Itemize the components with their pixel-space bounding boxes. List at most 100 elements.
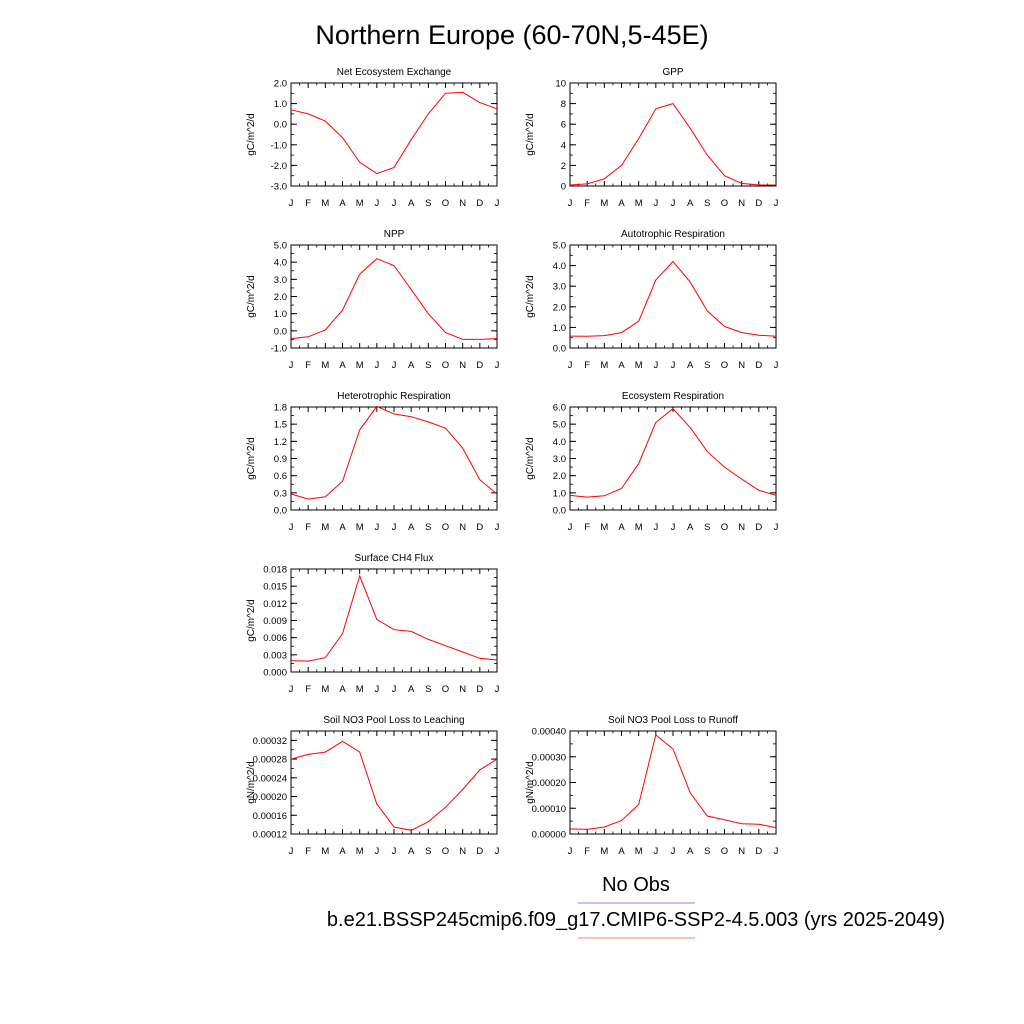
x-tick-label: M bbox=[321, 684, 329, 695]
plot-frame bbox=[569, 406, 777, 511]
y-tick-label: 0.00028 bbox=[253, 755, 287, 766]
x-tick-label: J bbox=[774, 846, 779, 857]
x-tick-label: D bbox=[476, 198, 483, 209]
x-tick-label: N bbox=[738, 522, 745, 533]
x-tick-label: O bbox=[721, 846, 728, 857]
y-axis-label: gC/m^2/d bbox=[246, 599, 257, 642]
x-tick-label: S bbox=[425, 522, 431, 533]
x-tick-label: A bbox=[408, 522, 415, 533]
legend-label-no-obs: No Obs bbox=[602, 874, 670, 896]
y-tick-label: 2.0 bbox=[553, 471, 566, 482]
plot-frame bbox=[290, 244, 498, 349]
x-tick-label: S bbox=[425, 846, 431, 857]
y-tick-label: 5.0 bbox=[553, 241, 566, 252]
y-tick-label: 4 bbox=[561, 140, 566, 151]
y-tick-label: -3.0 bbox=[271, 182, 287, 193]
y-tick-label: 2.0 bbox=[274, 79, 287, 90]
legend: No Obs b.e21.BSSP245cmip6.f09_g17.CMIP6-… bbox=[327, 874, 945, 939]
x-tick-label: D bbox=[476, 684, 483, 695]
panel-3: Autotrophic Respiration gC/m^2/d 0.0 1.0 2.0… bbox=[525, 229, 779, 371]
y-axis-label: gC/m^2/d bbox=[525, 437, 536, 480]
y-tick-label: 0.00032 bbox=[253, 736, 287, 747]
x-tick-label: N bbox=[459, 684, 466, 695]
y-tick-label: 0.009 bbox=[263, 616, 287, 627]
x-tick-label: J bbox=[374, 198, 379, 209]
legend-label-model: b.e21.BSSP245cmip6.f09_g17.CMIP6-SSP2-4.… bbox=[327, 909, 945, 931]
panel-title: Surface CH4 Flux bbox=[355, 553, 434, 564]
x-tick-label: J bbox=[568, 522, 573, 533]
x-tick-label: M bbox=[321, 522, 329, 533]
x-tick-label: O bbox=[442, 360, 449, 371]
y-tick-label: 0.0 bbox=[553, 506, 566, 517]
x-tick-label: S bbox=[425, 684, 431, 695]
y-tick-label: 0.00012 bbox=[253, 830, 287, 841]
y-tick-label: 0.00030 bbox=[532, 752, 566, 763]
y-tick-label: 4.0 bbox=[553, 261, 566, 272]
x-tick-label: S bbox=[704, 198, 710, 209]
x-tick-label: J bbox=[374, 684, 379, 695]
x-tick-label: J bbox=[495, 198, 500, 209]
x-tick-label: J bbox=[374, 360, 379, 371]
x-tick-label: A bbox=[618, 198, 625, 209]
x-tick-label: J bbox=[774, 522, 779, 533]
x-tick-label: M bbox=[356, 360, 364, 371]
x-tick-label: M bbox=[321, 360, 329, 371]
plot-frame bbox=[290, 406, 498, 511]
x-tick-label: D bbox=[476, 846, 483, 857]
y-tick-label: 5.0 bbox=[274, 241, 287, 252]
x-tick-label: S bbox=[704, 360, 710, 371]
y-tick-label: 1.0 bbox=[274, 309, 287, 320]
x-tick-label: M bbox=[356, 684, 364, 695]
x-tick-label: A bbox=[339, 198, 346, 209]
x-tick-label: O bbox=[442, 684, 449, 695]
x-tick-label: J bbox=[568, 198, 573, 209]
x-tick-label: M bbox=[321, 846, 329, 857]
y-tick-label: 0.00016 bbox=[253, 811, 287, 822]
panel-4: Heterotrophic Respiration gC/m^2/d 0.0 0.3 0… bbox=[246, 391, 500, 533]
x-tick-label: A bbox=[618, 522, 625, 533]
y-tick-label: 6 bbox=[561, 120, 566, 131]
x-tick-label: J bbox=[392, 846, 397, 857]
panel-title: NPP bbox=[384, 229, 405, 240]
y-tick-label: 0.00020 bbox=[532, 778, 566, 789]
x-tick-label: A bbox=[339, 684, 346, 695]
x-tick-label: A bbox=[618, 360, 625, 371]
y-axis-label: gC/m^2/d bbox=[525, 275, 536, 318]
x-tick-label: J bbox=[495, 360, 500, 371]
panel-title: Net Ecosystem Exchange bbox=[337, 67, 452, 78]
y-axis-label: gC/m^2/d bbox=[246, 437, 257, 480]
x-tick-label: A bbox=[339, 360, 346, 371]
x-tick-label: F bbox=[305, 360, 311, 371]
x-tick-label: N bbox=[459, 198, 466, 209]
plot-frame bbox=[569, 244, 777, 349]
series-line bbox=[569, 260, 777, 337]
x-tick-label: J bbox=[392, 684, 397, 695]
y-tick-label: -2.0 bbox=[271, 161, 287, 172]
y-tick-label: 0 bbox=[561, 182, 566, 193]
y-tick-label: 0.0 bbox=[274, 120, 287, 131]
y-axis-label: gN/m^2/d bbox=[246, 761, 257, 804]
x-tick-label: F bbox=[584, 198, 590, 209]
y-tick-label: 3.0 bbox=[553, 282, 566, 293]
x-tick-label: J bbox=[289, 522, 294, 533]
x-tick-label: J bbox=[495, 846, 500, 857]
x-tick-label: M bbox=[600, 360, 608, 371]
x-tick-label: S bbox=[425, 198, 431, 209]
x-tick-label: J bbox=[653, 360, 658, 371]
panel-8: Soil NO3 Pool Loss to RunoffgN/m^2/d0.00… bbox=[525, 715, 779, 857]
panel-title: Soil NO3 Pool Loss to Leaching bbox=[323, 715, 464, 726]
y-tick-label: 0.015 bbox=[263, 582, 287, 593]
y-tick-label: 0.012 bbox=[263, 599, 287, 610]
y-tick-label: 0.006 bbox=[263, 633, 287, 644]
x-tick-label: S bbox=[425, 360, 431, 371]
x-tick-label: J bbox=[774, 198, 779, 209]
x-tick-label: O bbox=[442, 198, 449, 209]
x-tick-label: J bbox=[392, 198, 397, 209]
panel-7: Soil NO3 Pool Loss to LeachinggN/m^2/d0.… bbox=[246, 715, 500, 857]
y-tick-label: 0.00020 bbox=[253, 792, 287, 803]
x-tick-label: D bbox=[755, 360, 762, 371]
x-tick-label: J bbox=[289, 360, 294, 371]
x-tick-label: F bbox=[584, 846, 590, 857]
